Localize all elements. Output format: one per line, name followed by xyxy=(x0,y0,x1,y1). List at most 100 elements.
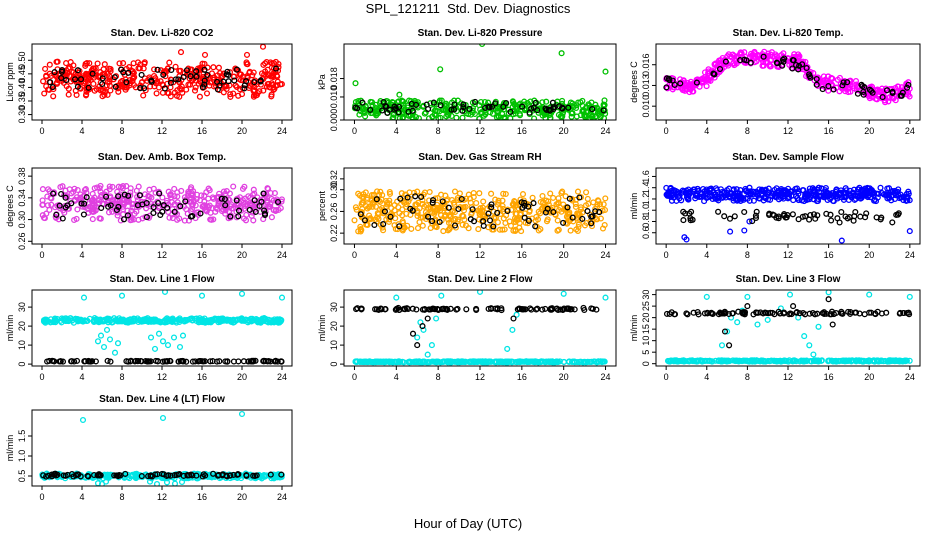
data-point-avg xyxy=(731,213,738,220)
data-point-main xyxy=(165,188,172,195)
data-point-main xyxy=(874,194,881,201)
data-point-avg xyxy=(460,101,467,108)
data-point-avg xyxy=(160,71,167,78)
data-point-main xyxy=(579,359,587,366)
data-point-main xyxy=(566,358,573,366)
data-point-main xyxy=(786,291,794,298)
data-point-avg xyxy=(204,71,211,78)
data-point-main xyxy=(64,317,71,324)
data-point-avg xyxy=(544,205,551,212)
data-point-avg xyxy=(409,330,417,337)
x-tick-label: 4 xyxy=(704,372,709,382)
y-tick-label: 20 xyxy=(641,313,651,323)
data-point-avg xyxy=(395,306,403,313)
data-point-avg xyxy=(80,211,87,218)
data-point-main xyxy=(439,106,446,114)
data-point-main xyxy=(115,196,122,203)
data-point-avg xyxy=(760,53,767,60)
data-point-main xyxy=(178,187,185,194)
x-tick-label: 24 xyxy=(277,372,287,382)
data-point-main xyxy=(196,317,203,324)
data-point-main xyxy=(186,81,194,88)
data-point-avg xyxy=(419,323,426,330)
data-point-main xyxy=(459,212,466,219)
data-point-main xyxy=(896,195,903,202)
data-point-main xyxy=(678,197,685,204)
x-tick-label: 4 xyxy=(79,372,84,382)
data-point-main xyxy=(668,197,675,204)
data-point-main xyxy=(733,186,740,193)
data-point-main xyxy=(50,93,57,100)
data-point-main xyxy=(39,186,46,193)
data-point-avg xyxy=(883,87,891,94)
data-point-avg xyxy=(480,222,487,229)
data-point-avg xyxy=(58,190,65,198)
data-point-main xyxy=(51,315,59,322)
data-point-avg xyxy=(494,209,501,216)
data-point-main xyxy=(77,191,84,198)
data-point-main xyxy=(89,197,96,204)
data-point-avg xyxy=(152,471,159,478)
data-point-main xyxy=(442,107,449,114)
data-point-main xyxy=(235,92,242,99)
data-point-main xyxy=(398,190,405,197)
data-point-avg xyxy=(85,358,92,365)
data-point-avg xyxy=(596,209,603,216)
y-axis-label: Licor ppm xyxy=(5,62,15,102)
data-point-main xyxy=(169,315,176,322)
data-point-main xyxy=(135,318,142,326)
data-point-avg xyxy=(218,195,225,202)
data-point-avg xyxy=(663,84,670,91)
data-point-avg xyxy=(223,473,231,480)
data-point-main xyxy=(107,65,114,73)
data-point-avg xyxy=(412,193,419,200)
y-tick-label: 0.40 xyxy=(17,79,27,97)
data-point-main xyxy=(372,101,379,108)
data-point-main xyxy=(906,293,913,300)
data-point-avg xyxy=(227,213,234,220)
data-point-main xyxy=(146,186,153,193)
data-point-avg xyxy=(485,103,492,110)
data-point-avg xyxy=(50,190,57,197)
y-tick-label: 0.26 xyxy=(17,233,27,251)
data-point-main xyxy=(849,357,856,364)
data-point-main xyxy=(810,351,817,358)
x-tick-label: 16 xyxy=(197,372,207,382)
chart-title: Stan. Dev. Li-820 Pressure xyxy=(418,28,543,39)
data-point-avg xyxy=(589,305,596,312)
data-points xyxy=(351,188,609,235)
data-point-avg xyxy=(769,309,776,316)
data-point-avg xyxy=(222,358,229,365)
data-point-main xyxy=(147,334,155,341)
data-point-avg xyxy=(134,358,141,365)
data-point-main xyxy=(722,194,729,201)
data-point-main xyxy=(122,317,129,325)
data-point-main xyxy=(878,358,885,365)
data-point-main xyxy=(895,186,902,193)
data-point-main xyxy=(403,210,410,217)
data-point-avg xyxy=(904,84,911,91)
data-point-main xyxy=(670,358,677,365)
data-point-main xyxy=(694,185,701,192)
data-point-main xyxy=(566,218,573,225)
data-point-main xyxy=(583,189,590,196)
data-point-main xyxy=(543,98,550,105)
x-tick-label: 20 xyxy=(559,126,569,136)
data-point-avg xyxy=(671,311,678,318)
data-point-main xyxy=(555,226,562,233)
x-tick-label: 16 xyxy=(517,250,527,260)
data-point-main xyxy=(176,215,183,222)
data-point-main xyxy=(419,197,426,204)
data-point-main xyxy=(424,351,431,358)
data-point-avg xyxy=(163,358,171,365)
data-point-avg xyxy=(115,203,122,210)
data-point-main xyxy=(769,193,776,200)
data-point-main xyxy=(155,330,163,337)
data-point-main xyxy=(480,198,487,205)
data-point-main xyxy=(554,217,561,224)
data-point-main xyxy=(459,358,466,365)
data-point-avg xyxy=(382,306,389,313)
x-tick-label: 16 xyxy=(824,250,834,260)
data-point-main xyxy=(188,184,195,191)
data-point-main xyxy=(164,89,171,96)
